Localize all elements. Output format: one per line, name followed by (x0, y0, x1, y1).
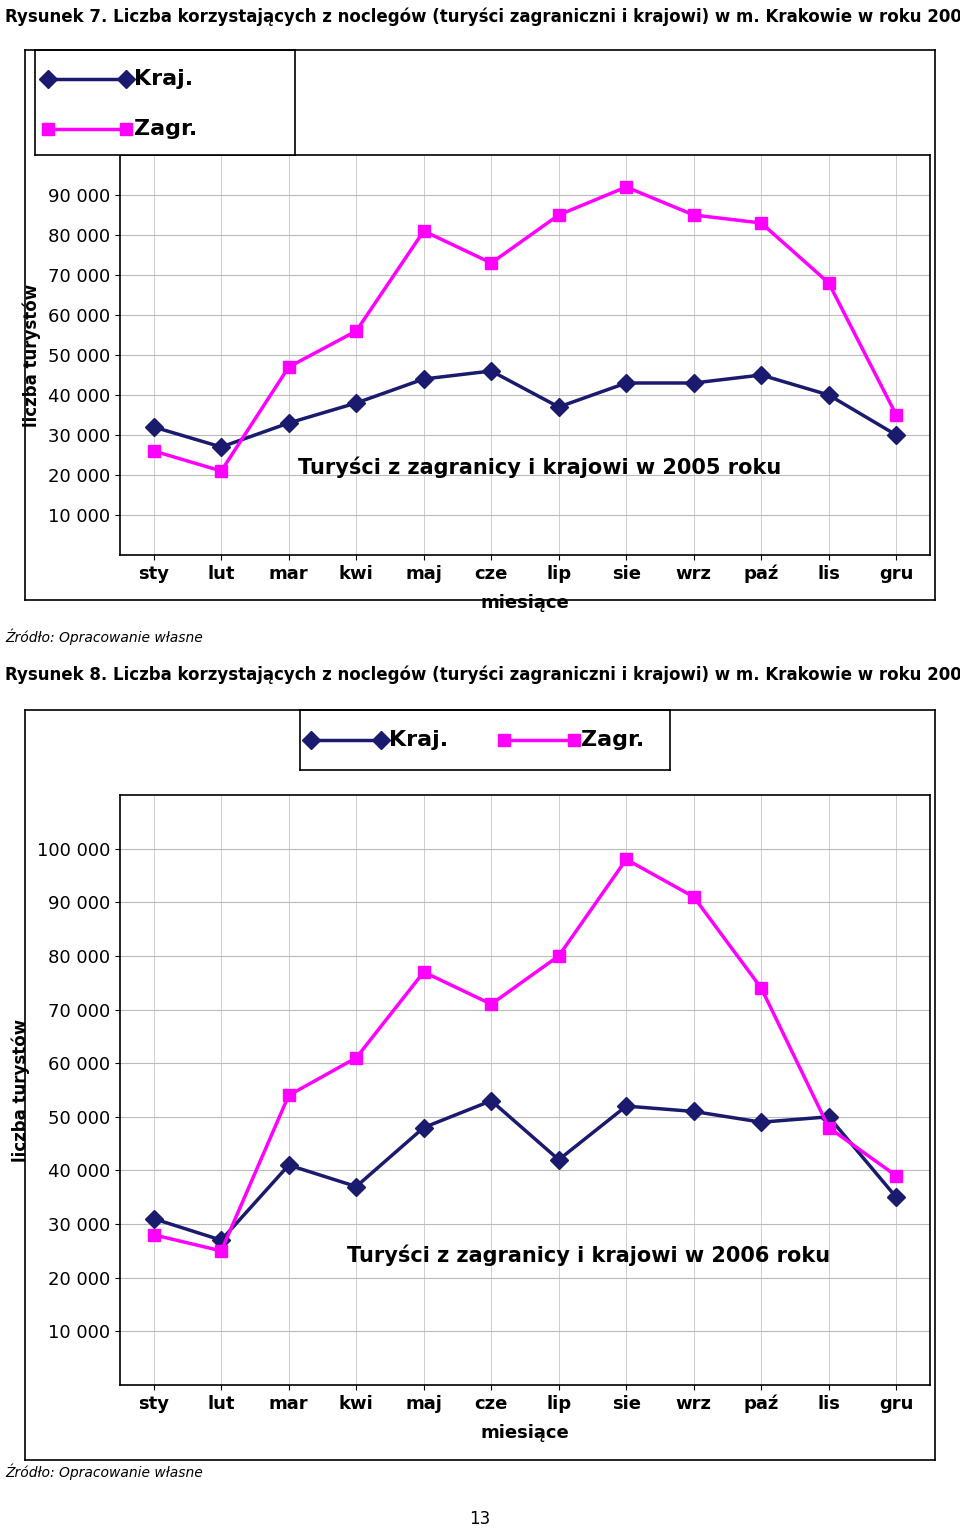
Text: Zagr.: Zagr. (133, 119, 197, 139)
Text: Źródło: Opracowanie własne: Źródło: Opracowanie własne (5, 1464, 203, 1481)
X-axis label: miesiące: miesiące (481, 1424, 569, 1442)
Text: Turyści z zagranicy i krajowi w 2006 roku: Turyści z zagranicy i krajowi w 2006 rok… (347, 1245, 830, 1267)
Text: Turyści z zagranicy i krajowi w 2005 roku: Turyści z zagranicy i krajowi w 2005 rok… (299, 456, 781, 477)
Text: Źródło: Opracowanie własne: Źródło: Opracowanie własne (5, 629, 203, 645)
X-axis label: miesiące: miesiące (481, 594, 569, 613)
Text: Kraj.: Kraj. (133, 69, 193, 89)
Text: Rysunek 8. Liczba korzystających z noclegów (turyści zagraniczni i krajowi) w m.: Rysunek 8. Liczba korzystających z nocle… (5, 666, 960, 685)
Y-axis label: liczba turystów: liczba turystów (23, 283, 41, 426)
Y-axis label: liczba turystów: liczba turystów (12, 1019, 30, 1162)
Text: Kraj.: Kraj. (389, 729, 448, 749)
Text: Rysunek 7. Liczba korzystających z noclegów (turyści zagraniczni i krajowi) w m.: Rysunek 7. Liczba korzystających z nocle… (5, 8, 960, 26)
Text: Zagr.: Zagr. (581, 729, 644, 749)
Text: 13: 13 (469, 1510, 491, 1528)
